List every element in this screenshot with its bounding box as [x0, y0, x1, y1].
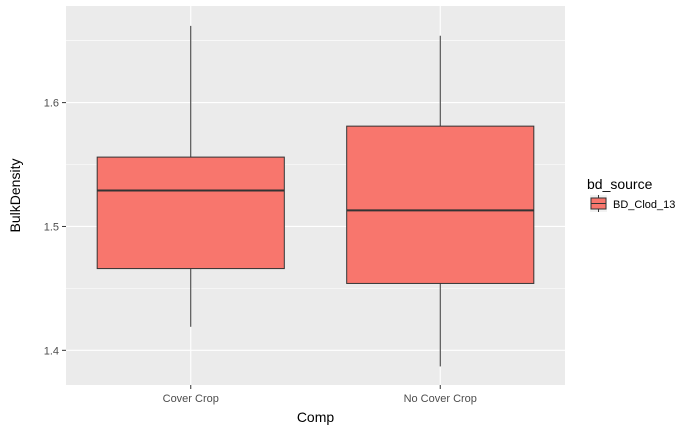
y-tick-label: 1.4	[44, 345, 59, 357]
y-axis-title: BulkDensity	[7, 159, 23, 233]
legend-title: bd_source	[587, 176, 653, 192]
y-tick-label: 1.6	[44, 98, 59, 110]
x-tick-label: Cover Crop	[163, 393, 219, 405]
legend-key	[590, 195, 607, 212]
x-tick-label: No Cover Crop	[404, 393, 477, 405]
x-axis: Cover Crop No Cover Crop	[163, 385, 477, 405]
y-axis: 1.4 1.5 1.6	[44, 98, 66, 357]
box-iqr	[346, 125, 535, 284]
legend-label: BD_Clod_13	[613, 199, 675, 211]
x-axis-title: Comp	[297, 409, 335, 425]
boxes	[96, 25, 535, 367]
box-no-cover-crop	[346, 35, 535, 367]
y-tick-label: 1.5	[44, 221, 59, 233]
box-cover-crop	[96, 25, 285, 327]
box-iqr	[96, 156, 285, 270]
legend: bd_source BD_Clod_13	[587, 176, 675, 212]
